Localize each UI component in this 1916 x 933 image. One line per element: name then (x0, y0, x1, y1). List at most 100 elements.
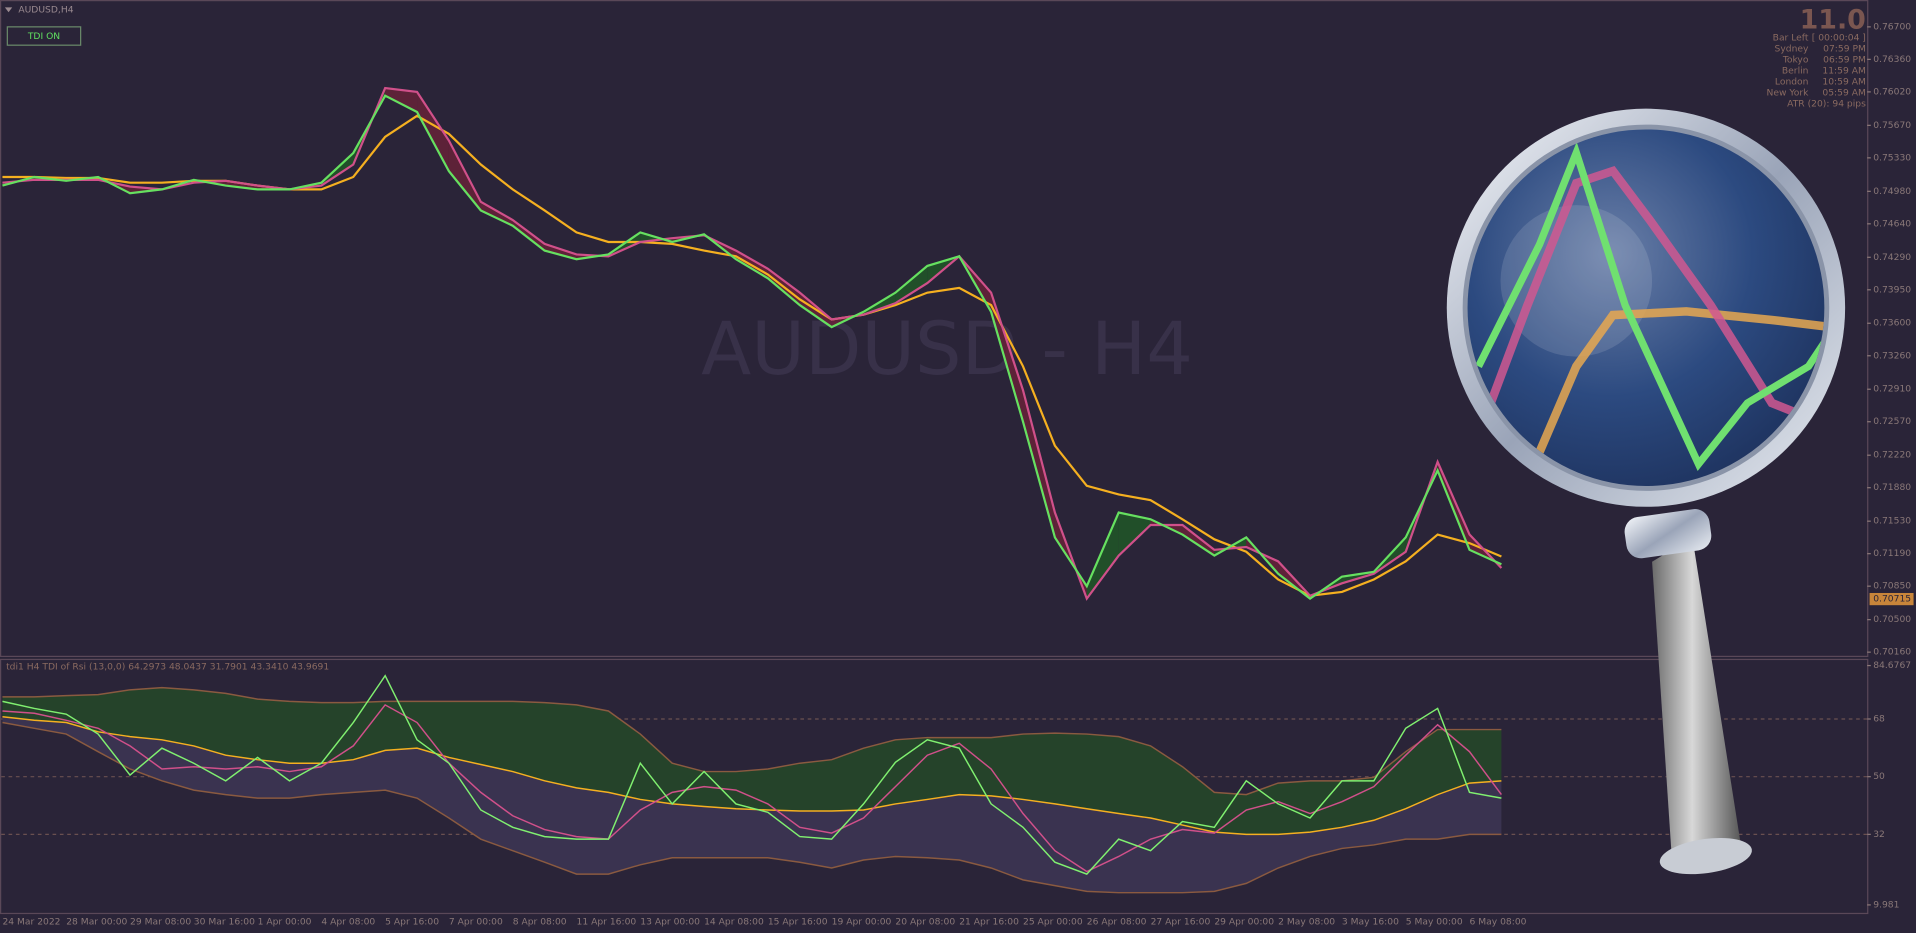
cloud (1086, 512, 1119, 599)
y-tick-label: 0.72220 (1873, 450, 1911, 461)
y-tick-label: 0.71190 (1873, 548, 1911, 559)
cloud (417, 91, 449, 172)
y-tick-label: 0.73950 (1873, 284, 1911, 295)
indicator-panel (0, 658, 1869, 915)
y-tick-label: 0.72570 (1873, 416, 1911, 427)
y-tick-label: 0.72910 (1873, 384, 1911, 395)
y-tick-label: 0.70500 (1873, 614, 1911, 625)
session-time: 06:59 PM (1823, 54, 1866, 65)
y-tick-label: 50 (1873, 771, 1885, 782)
magnifier-handle (1652, 537, 1742, 855)
x-tick-label: 15 Apr 16:00 (768, 917, 828, 928)
cloud (1023, 390, 1055, 538)
y-tick-label: 9.981 (1873, 899, 1899, 910)
bar-left-label: Bar Left (1773, 32, 1809, 43)
magnifier (1446, 108, 1846, 875)
magnifier-lens (1467, 129, 1825, 487)
plot: 0.76700 0.76360 0.76020 0.75670 0.75330 0.749… (1, 21, 1914, 928)
lower-band-fill (2, 716, 1502, 893)
session-time: 05:59 AM (1822, 87, 1865, 98)
price-panel (0, 0, 1869, 658)
session-city: Tokyo (1782, 54, 1809, 65)
y-tick-label: 0.70160 (1873, 647, 1911, 658)
x-tick-label: 4 Apr 08:00 (321, 917, 375, 928)
y-tick-label: 0.75670 (1873, 120, 1911, 131)
cloud (480, 201, 513, 226)
symbol-label: AUDUSD,H4 (18, 4, 73, 15)
x-tick-label: 25 Apr 00:00 (1023, 917, 1083, 928)
x-tick-label: 6 May 08:00 (1470, 917, 1527, 928)
x-tick-label: 26 Apr 08:00 (1087, 917, 1147, 928)
x-tick-label: 5 May 00:00 (1406, 917, 1463, 928)
cloud (512, 219, 545, 251)
x-tick-label: 21 Apr 16:00 (959, 917, 1019, 928)
y-tick-label: 84.6767 (1873, 660, 1911, 671)
x-tick-label: 28 Mar 00:00 (66, 917, 127, 928)
magnifier-neck (1624, 509, 1712, 559)
x-tick-label: 11 Apr 16:00 (577, 917, 637, 928)
x-tick-label: 29 Mar 08:00 (130, 917, 191, 928)
cloud (991, 292, 1024, 422)
upper-band-fill (2, 687, 1502, 835)
y-tick-label: 0.76360 (1873, 54, 1911, 65)
y-tick-label: 0.70850 (1873, 581, 1911, 592)
x-tick-label: 2 May 08:00 (1278, 917, 1335, 928)
cloud (895, 265, 928, 304)
current-price-label: 0.70715 (1873, 594, 1911, 605)
cloud (1182, 524, 1215, 556)
y-tick-label: 0.73600 (1873, 318, 1911, 329)
y-tick-label: 32 (1873, 829, 1885, 840)
session-time: 07:59 PM (1823, 43, 1866, 54)
y-tick-label: 0.71530 (1873, 516, 1911, 527)
cloud (385, 88, 418, 112)
cloud (1118, 512, 1151, 556)
series-line (2, 86, 1503, 601)
cloud (544, 243, 577, 260)
x-tick-label: 29 Apr 00:00 (1214, 917, 1274, 928)
x-tick-label: 24 Mar 2022 (2, 917, 60, 928)
y-tick-label: 0.73260 (1873, 350, 1911, 361)
x-tick-label: 3 May 16:00 (1342, 917, 1399, 928)
x-tick-label: 1 Apr 00:00 (258, 917, 312, 928)
session-city: Sydney (1775, 43, 1809, 54)
x-tick-label: 27 Apr 16:00 (1151, 917, 1211, 928)
session-city: London (1775, 76, 1809, 87)
current-price-box (1869, 592, 1914, 606)
session-time: 11:59 AM (1822, 65, 1865, 76)
handle-cap (1659, 837, 1752, 875)
collapse-icon (4, 7, 13, 13)
tdi-button-label[interactable]: TDI ON (27, 31, 60, 42)
x-tick-label: 20 Apr 08:00 (895, 917, 955, 928)
session-city: New York (1767, 87, 1810, 98)
series-line (2, 94, 1502, 600)
y-tick-label: 0.74980 (1873, 186, 1911, 197)
y-tick-label: 0.74640 (1873, 218, 1911, 229)
sessions: Sydney 07:59 PM Tokyo 06:59 PM Berlin 11:59 A… (1767, 43, 1866, 98)
session-time: 10:59 AM (1822, 76, 1865, 87)
y-tick-label: 68 (1873, 713, 1885, 724)
y-tick-label: 0.71880 (1873, 482, 1911, 493)
indicator-title: tdi1 H4 TDI of Rsi (13,0,0) 64.2973 48.0… (6, 661, 329, 672)
series-line (2, 703, 1502, 873)
spread: 11.0 (1800, 4, 1866, 35)
atr: ATR (20): 94 pips (1787, 98, 1866, 109)
series-line (2, 686, 1502, 796)
series-line (2, 716, 1502, 836)
y-tick-label: 0.76700 (1873, 21, 1911, 32)
series-line (2, 721, 1502, 894)
y-tick-label: 0.75330 (1873, 152, 1911, 163)
bar-left-value: [ 00:00:04 ] (1812, 32, 1866, 43)
x-tick-label: 8 Apr 08:00 (513, 917, 567, 928)
x-tick-label: 30 Mar 16:00 (194, 917, 255, 928)
y-tick-label: 0.74290 (1873, 252, 1911, 263)
watermark: AUDUSD - H4 (701, 307, 1193, 392)
x-tick-label: 5 Apr 16:00 (385, 917, 439, 928)
x-tick-label: 14 Apr 08:00 (704, 917, 764, 928)
series-line (2, 674, 1502, 875)
x-tick-label: 19 Apr 00:00 (832, 917, 892, 928)
x-tick-label: 13 Apr 00:00 (640, 917, 700, 928)
y-tick-label: 0.76020 (1873, 86, 1911, 97)
tdi-button[interactable] (6, 26, 82, 46)
lens-zoom (1475, 141, 1825, 471)
